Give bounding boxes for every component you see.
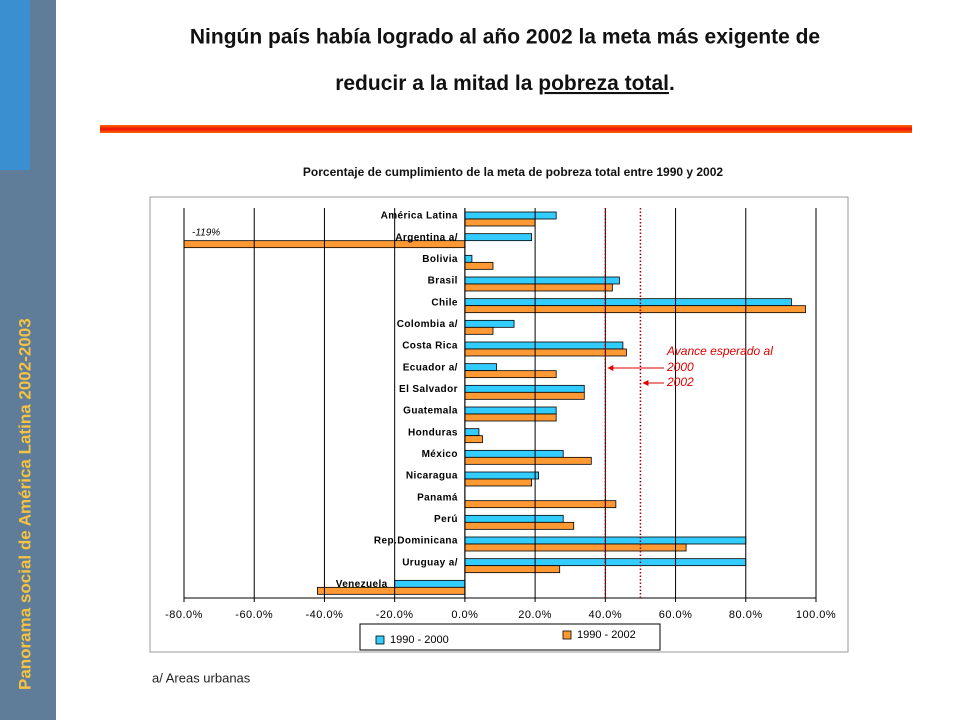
bar	[464, 456, 592, 465]
legend-label: 1990 - 2002	[577, 629, 636, 641]
x-tick-label: -60.0%	[235, 609, 273, 621]
category-label: Panamá	[417, 492, 458, 503]
bar	[464, 543, 687, 552]
sidebar-text: Panorama social de América Latina 2002-2…	[15, 318, 34, 690]
category-label: Venezuela	[336, 579, 388, 590]
annotation: 2002	[666, 375, 694, 389]
bar	[464, 514, 564, 523]
bar	[464, 565, 561, 574]
value-label: -119%	[192, 227, 220, 238]
x-tick-label: -80.0%	[165, 609, 203, 621]
legend-box	[359, 623, 661, 651]
category-label: Chile	[431, 297, 457, 308]
bar	[394, 579, 466, 588]
category-label: Brasil	[428, 276, 458, 287]
x-tick-label: -20.0%	[376, 609, 414, 621]
category-label: Nicaragua	[406, 471, 458, 482]
bar	[464, 276, 620, 285]
bar	[464, 391, 585, 400]
bar	[464, 326, 494, 335]
x-tick-label: 0.0%	[451, 609, 478, 621]
category-label: Rep.Dominicana	[374, 536, 458, 547]
bar	[464, 521, 575, 530]
bar	[464, 363, 497, 372]
bar	[464, 218, 536, 227]
bar	[464, 211, 557, 220]
bar	[464, 370, 557, 379]
category-label: Costa Rica	[402, 341, 458, 352]
legend-swatch	[375, 635, 385, 645]
bar	[464, 341, 624, 350]
sidebar-accent	[0, 0, 30, 170]
arrow-head	[642, 380, 649, 386]
bar	[464, 254, 473, 263]
x-tick-label: 20.0%	[518, 609, 552, 621]
bar	[464, 233, 532, 242]
category-label: El Salvador	[399, 384, 458, 395]
bar	[464, 478, 532, 487]
category-label: Perú	[434, 514, 458, 525]
category-label: Bolivia	[422, 254, 458, 265]
category-label: Guatemala	[403, 406, 458, 417]
bar	[464, 500, 617, 509]
category-label: Honduras	[408, 427, 458, 438]
category-label: Ecuador a/	[403, 362, 458, 373]
bar	[464, 305, 806, 314]
bar	[464, 428, 480, 437]
title-part: reducir a la mitad la	[335, 72, 538, 95]
category-label: Argentina a/	[395, 232, 458, 243]
title: Ningún país había logrado al año 2002 la…	[190, 26, 820, 49]
title-underlined: pobreza total	[538, 72, 669, 95]
bar	[464, 435, 483, 444]
x-tick-label: 60.0%	[659, 609, 693, 621]
category-label: México	[422, 449, 458, 460]
bar	[464, 348, 627, 357]
x-tick-label: 100.0%	[796, 609, 836, 621]
title: reducir a la mitad la pobreza total.	[335, 72, 675, 95]
category-label: América Latina	[381, 211, 458, 222]
legend-label: 1990 - 2000	[390, 634, 449, 646]
legend-swatch	[562, 630, 572, 640]
category-label: Colombia a/	[397, 319, 458, 330]
footnote: a/ Areas urbanas	[152, 670, 251, 685]
bar	[464, 384, 585, 393]
bar	[464, 449, 564, 458]
divider	[100, 125, 912, 133]
chart: -80.0% -60.0% -40.0% -20.0% 0.0% 20.0% 40.0% 60…	[165, 208, 836, 651]
x-tick-label: -40.0%	[306, 609, 344, 621]
annotation: Avance esperado al	[666, 344, 773, 358]
bar	[464, 406, 557, 415]
bar	[464, 298, 792, 307]
bar	[464, 413, 557, 422]
chart-title: Porcentaje de cumplimiento de la meta de…	[303, 165, 723, 179]
title-part: .	[669, 72, 675, 95]
category-label: Uruguay a/	[402, 557, 458, 568]
bar	[464, 261, 494, 270]
bar	[464, 319, 515, 328]
annotation: 2000	[666, 360, 694, 374]
arrow-head	[607, 365, 614, 371]
chart-frame	[149, 196, 849, 653]
bar	[464, 471, 540, 480]
x-tick-label: 40.0%	[588, 609, 622, 621]
x-tick-label: 80.0%	[729, 609, 763, 621]
bar	[464, 283, 613, 292]
